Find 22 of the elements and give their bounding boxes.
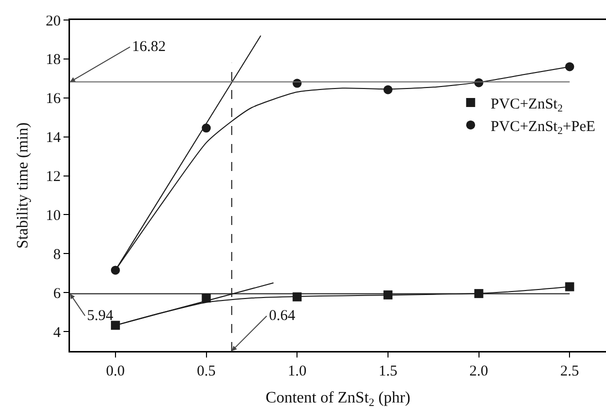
y-tick-label: 10 [46,208,61,224]
x-axis-title: Content of ZnSt$_{2}$ (phr) [266,390,410,409]
x-tick-label: 1.5 [378,363,398,380]
x-tick-label: 0.0 [106,363,125,380]
y-tick-label: 6 [53,286,62,302]
x-tick-label: 2.5 [560,363,580,380]
y-tick-label: 12 [46,169,61,186]
legend-label: PVC+ZnSt$_{2}$+PeE [490,118,596,137]
ref-line-label: 0.64 [269,308,296,324]
y-axis-title: Stability time (min) [14,122,32,249]
y-tick-label: 8 [53,246,61,263]
y-tick-label: 4 [53,324,62,341]
y-tick-label: 16 [46,91,62,108]
x-tick-label: 1.0 [288,363,306,380]
y-tick-label: 18 [46,52,61,68]
x-tick-label: 2.0 [469,363,488,380]
x-tick-label: 0.5 [196,363,216,380]
y-tick-label: 20 [46,13,61,30]
ref-line-label: 5.94 [87,308,114,324]
y-tick-label: 14 [46,130,62,146]
ref-line-label: 16.82 [132,39,166,55]
legend-label: PVC+ZnSt$_{2}$ [490,96,563,114]
